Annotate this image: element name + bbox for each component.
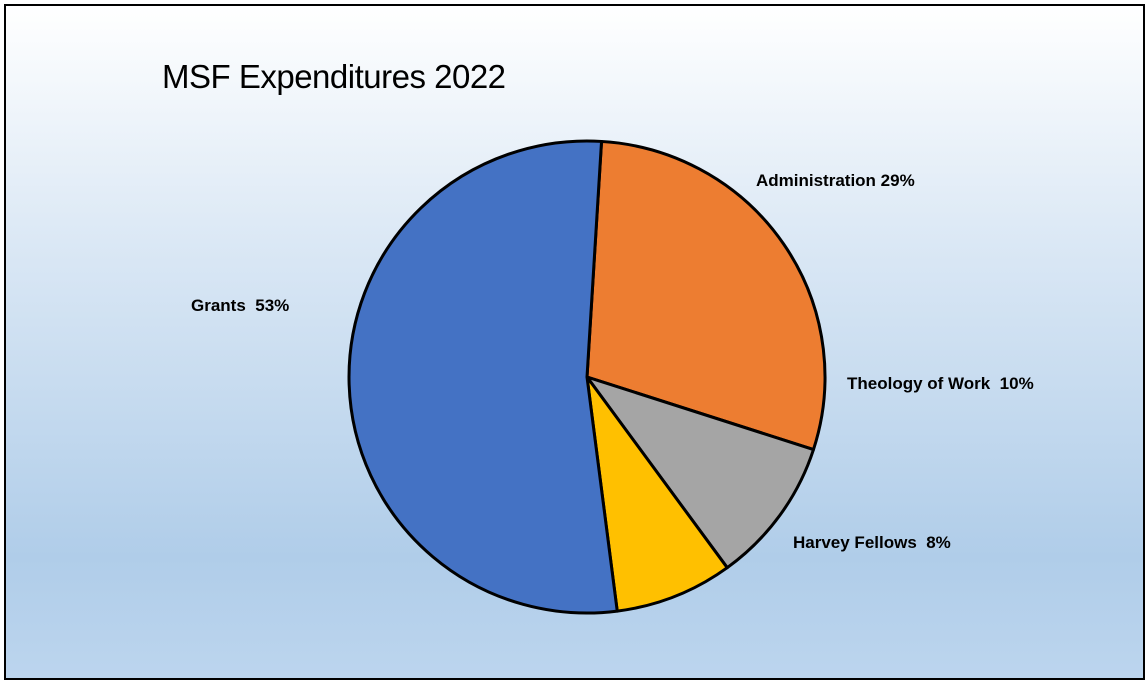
pie-labels: Administration 29% Theology of Work 10% Ha…: [191, 171, 1034, 552]
chart-frame: MSF Expenditures 2022 Administration 29%…: [4, 4, 1145, 680]
data-label-administration: Administration 29%: [756, 171, 915, 190]
pie-slice-theology-of-work: [585, 375, 815, 570]
pie-chart: MSF Expenditures 2022 Administration 29%…: [162, 58, 1034, 615]
data-label-grants: Grants 53%: [191, 296, 289, 315]
pie-slices: [347, 139, 827, 615]
pie-slice-administration: [585, 139, 827, 452]
pie-slice-harvey-fellows: [585, 375, 729, 613]
data-label-harvey-fellows: Harvey Fellows 8%: [793, 533, 951, 552]
pie-slice-grants: [347, 139, 619, 615]
data-label-theology-of-work: Theology of Work 10%: [847, 374, 1034, 393]
chart-title: MSF Expenditures 2022: [162, 58, 506, 95]
